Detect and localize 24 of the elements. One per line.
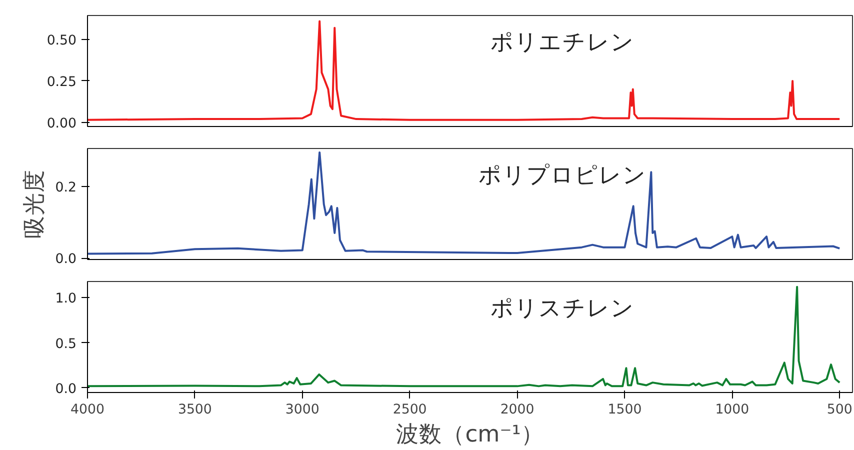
- y-tick-label: 0.25: [46, 74, 77, 90]
- text: ポリスチレン: [490, 296, 634, 322]
- x-tick-label: 1000: [715, 402, 750, 418]
- y-tick-label: 0.2: [55, 180, 77, 196]
- x-tick-label: 2000: [500, 402, 534, 418]
- line-series: [88, 286, 841, 388]
- x-tick-label: 4000: [70, 402, 104, 418]
- y-axis-title: 吸光度: [21, 170, 48, 238]
- y-tick-label: 0.0: [55, 382, 77, 397]
- y-tick-label: 0.00: [46, 116, 77, 132]
- x-tick-label: 1500: [608, 402, 642, 418]
- x-tick-label: 2500: [392, 402, 427, 418]
- text: ポリプロピレン: [478, 162, 646, 188]
- x-tick-label: 500: [826, 402, 852, 418]
- x-tick-label: 3500: [178, 402, 212, 418]
- y-tick-label: 0.5: [55, 336, 77, 352]
- y-tick-label: 0.0: [55, 252, 77, 268]
- line-series: [88, 20, 841, 121]
- text: ポリエチレン: [490, 30, 634, 56]
- line-series: [88, 151, 841, 255]
- x-axis-title: 波数（cm⁻¹）: [396, 422, 544, 448]
- y-tick-label: 1.0: [55, 292, 77, 307]
- y-tick-label: 0.50: [46, 34, 77, 49]
- x-tick-label: 3000: [285, 402, 320, 418]
